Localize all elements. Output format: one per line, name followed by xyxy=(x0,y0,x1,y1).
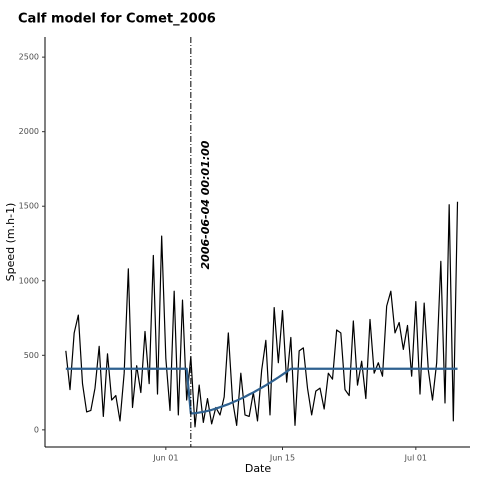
y-tick-label: 0 xyxy=(34,425,39,434)
y-axis-label: Speed (m.h-1) xyxy=(4,203,17,282)
series-line xyxy=(65,201,459,428)
x-tick-label: Jul 01 xyxy=(404,454,427,463)
annotation-label: 2006-06-04 00:01:00 xyxy=(199,140,212,269)
y-tick-label: 500 xyxy=(24,351,39,360)
y-tick-label: 2000 xyxy=(19,127,39,136)
x-tick-label: Jun 15 xyxy=(269,454,295,463)
y-tick-label: 1000 xyxy=(19,276,39,285)
series-line xyxy=(65,367,458,415)
y-tick-label: 1500 xyxy=(19,202,39,211)
x-axis-label: Date xyxy=(245,462,272,475)
x-tick-label: Jun 01 xyxy=(152,454,178,463)
chart-title: Calf model for Comet_2006 xyxy=(18,12,216,27)
y-tick-label: 2500 xyxy=(19,53,39,62)
